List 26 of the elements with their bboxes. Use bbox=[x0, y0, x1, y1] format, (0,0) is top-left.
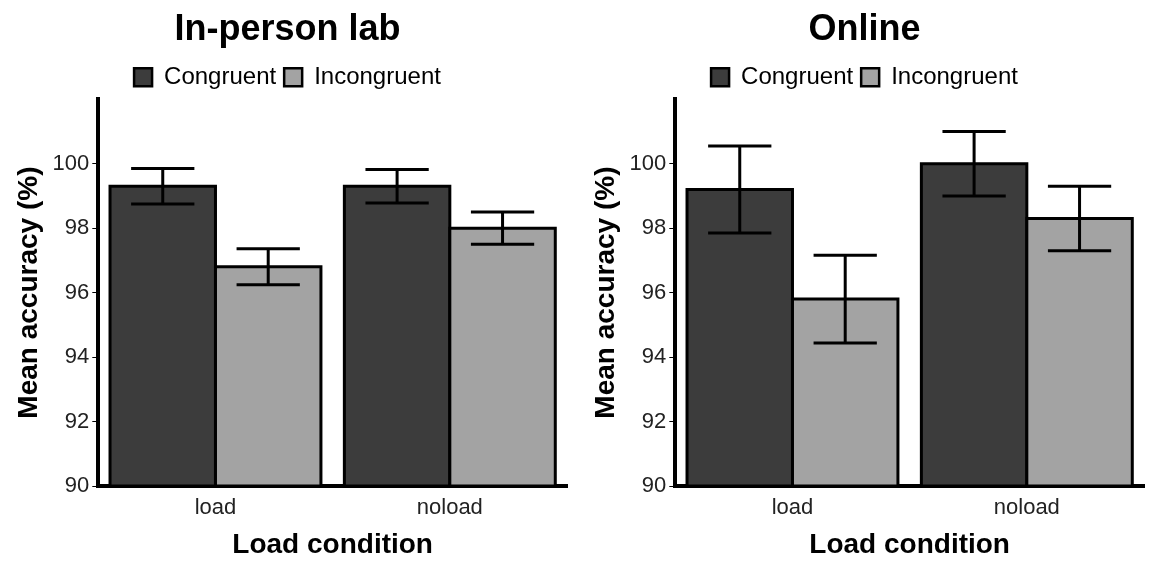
x-tick-label: noload bbox=[993, 494, 1060, 520]
chart-title: Online bbox=[808, 6, 921, 48]
x-axis-title: Load condition bbox=[232, 527, 433, 559]
y-tick-label: 100 bbox=[629, 149, 667, 175]
y-tick-label: 90 bbox=[64, 472, 90, 498]
legend-label: Congruent bbox=[164, 61, 277, 89]
y-tick-label: 96 bbox=[641, 278, 667, 304]
y-tick-label: 100 bbox=[52, 149, 90, 175]
legend-label: Congruent bbox=[741, 61, 854, 89]
x-tick-label: noload bbox=[416, 494, 483, 520]
y-tick-label: 98 bbox=[641, 214, 667, 240]
legend-label: Incongruent bbox=[314, 61, 442, 89]
x-tick-label: load bbox=[194, 494, 237, 520]
y-tick-label: 94 bbox=[64, 343, 90, 369]
chart-title: In-person lab bbox=[174, 6, 401, 48]
y-tick-label: 98 bbox=[64, 214, 90, 240]
x-tick-label: load bbox=[771, 494, 814, 520]
y-tick-label: 94 bbox=[641, 343, 667, 369]
y-tick-label: 92 bbox=[641, 407, 667, 433]
x-axis-title: Load condition bbox=[809, 527, 1010, 559]
y-axis-title: Mean accuracy (%) bbox=[588, 166, 620, 419]
legend-label: Incongruent bbox=[891, 61, 1019, 89]
y-axis-title: Mean accuracy (%) bbox=[11, 166, 43, 419]
y-tick-label: 92 bbox=[64, 407, 90, 433]
y-tick-label: 90 bbox=[641, 472, 667, 498]
y-tick-label: 96 bbox=[64, 278, 90, 304]
